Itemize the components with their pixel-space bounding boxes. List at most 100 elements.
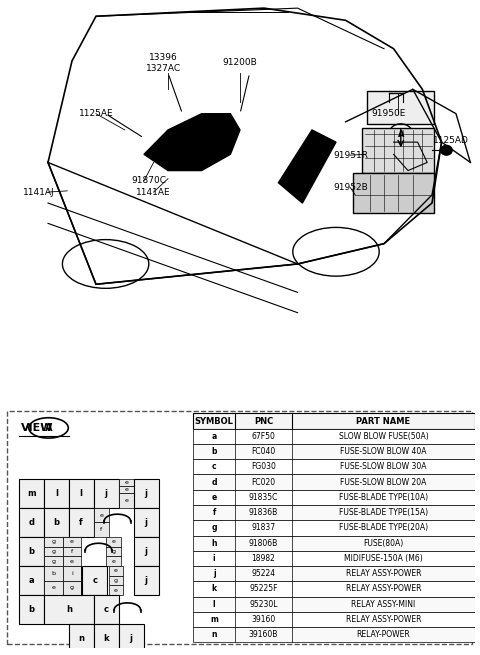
FancyBboxPatch shape bbox=[69, 479, 94, 508]
FancyBboxPatch shape bbox=[108, 586, 123, 595]
Text: 91835C: 91835C bbox=[249, 493, 278, 502]
FancyBboxPatch shape bbox=[44, 556, 62, 566]
Text: d: d bbox=[211, 477, 217, 487]
FancyBboxPatch shape bbox=[108, 576, 123, 586]
Text: 91952B: 91952B bbox=[333, 183, 368, 192]
Text: RELAY ASSY-POWER: RELAY ASSY-POWER bbox=[346, 569, 421, 578]
Text: k: k bbox=[212, 584, 216, 593]
Text: a: a bbox=[29, 576, 34, 585]
Text: e: e bbox=[114, 588, 118, 593]
FancyBboxPatch shape bbox=[19, 508, 44, 537]
Text: RELAY-POWER: RELAY-POWER bbox=[357, 630, 410, 639]
FancyBboxPatch shape bbox=[94, 624, 119, 653]
Text: g: g bbox=[51, 539, 55, 544]
Text: 39160: 39160 bbox=[252, 615, 276, 624]
FancyBboxPatch shape bbox=[193, 413, 475, 428]
Text: g: g bbox=[211, 523, 217, 533]
Text: MIDIFUSE-150A (M6): MIDIFUSE-150A (M6) bbox=[344, 554, 423, 563]
Text: 1141AE: 1141AE bbox=[136, 187, 171, 196]
Text: FUSE(80A): FUSE(80A) bbox=[363, 538, 404, 548]
Text: e: e bbox=[99, 513, 103, 517]
FancyBboxPatch shape bbox=[119, 493, 133, 508]
Text: j: j bbox=[144, 547, 147, 556]
Text: g: g bbox=[70, 586, 74, 590]
FancyBboxPatch shape bbox=[193, 520, 475, 536]
Text: 91837: 91837 bbox=[252, 523, 276, 533]
Text: FC020: FC020 bbox=[252, 477, 276, 487]
Text: RELAY ASSY-POWER: RELAY ASSY-POWER bbox=[346, 584, 421, 593]
Text: 67F50: 67F50 bbox=[252, 432, 276, 441]
Text: 1125AE: 1125AE bbox=[79, 109, 113, 118]
Text: FUSE-BLADE TYPE(20A): FUSE-BLADE TYPE(20A) bbox=[339, 523, 428, 533]
FancyBboxPatch shape bbox=[44, 580, 62, 595]
Polygon shape bbox=[278, 130, 336, 203]
FancyBboxPatch shape bbox=[193, 459, 475, 474]
FancyBboxPatch shape bbox=[133, 537, 158, 566]
FancyBboxPatch shape bbox=[44, 508, 69, 537]
FancyBboxPatch shape bbox=[106, 556, 121, 566]
Text: RELAY ASSY-POWER: RELAY ASSY-POWER bbox=[346, 615, 421, 624]
FancyBboxPatch shape bbox=[193, 582, 475, 597]
FancyBboxPatch shape bbox=[108, 566, 123, 576]
Text: i: i bbox=[71, 571, 73, 576]
Text: PART NAME: PART NAME bbox=[357, 417, 410, 426]
FancyBboxPatch shape bbox=[119, 479, 133, 486]
Text: l: l bbox=[80, 489, 83, 498]
FancyBboxPatch shape bbox=[133, 508, 158, 537]
FancyBboxPatch shape bbox=[362, 128, 434, 172]
Text: f: f bbox=[213, 508, 216, 517]
Text: e: e bbox=[112, 559, 116, 564]
FancyBboxPatch shape bbox=[367, 92, 434, 124]
FancyBboxPatch shape bbox=[19, 595, 44, 624]
Text: e: e bbox=[124, 480, 128, 485]
FancyBboxPatch shape bbox=[133, 479, 158, 508]
FancyBboxPatch shape bbox=[62, 556, 81, 566]
FancyBboxPatch shape bbox=[193, 474, 475, 490]
FancyBboxPatch shape bbox=[119, 486, 133, 493]
FancyBboxPatch shape bbox=[94, 523, 108, 537]
Text: g: g bbox=[51, 559, 55, 564]
Text: j: j bbox=[105, 489, 108, 498]
FancyBboxPatch shape bbox=[62, 580, 81, 595]
FancyBboxPatch shape bbox=[69, 508, 94, 537]
Text: 91200B: 91200B bbox=[223, 58, 257, 67]
FancyBboxPatch shape bbox=[44, 547, 62, 556]
Text: j: j bbox=[144, 489, 147, 498]
Text: 18982: 18982 bbox=[252, 554, 276, 563]
Text: SLOW BLOW FUSE(50A): SLOW BLOW FUSE(50A) bbox=[338, 432, 428, 441]
FancyBboxPatch shape bbox=[69, 624, 94, 653]
Text: 95230L: 95230L bbox=[249, 600, 278, 608]
Text: PNC: PNC bbox=[254, 417, 273, 426]
Text: j: j bbox=[144, 576, 147, 585]
Text: 39160B: 39160B bbox=[249, 630, 278, 639]
Text: c: c bbox=[104, 605, 108, 614]
Text: n: n bbox=[211, 630, 217, 639]
FancyBboxPatch shape bbox=[44, 479, 69, 508]
Text: 91806B: 91806B bbox=[249, 538, 278, 548]
Text: k: k bbox=[103, 634, 109, 643]
Text: c: c bbox=[212, 462, 216, 472]
FancyBboxPatch shape bbox=[193, 566, 475, 582]
Text: g: g bbox=[114, 578, 118, 583]
Text: h: h bbox=[66, 605, 72, 614]
FancyBboxPatch shape bbox=[193, 612, 475, 627]
Text: b: b bbox=[28, 605, 35, 614]
FancyBboxPatch shape bbox=[83, 566, 108, 595]
Text: f: f bbox=[79, 518, 83, 527]
Text: f: f bbox=[100, 527, 102, 533]
Text: 95225F: 95225F bbox=[249, 584, 278, 593]
Text: l: l bbox=[55, 489, 58, 498]
Text: FC040: FC040 bbox=[252, 447, 276, 456]
FancyBboxPatch shape bbox=[62, 547, 81, 556]
FancyBboxPatch shape bbox=[106, 537, 121, 547]
Text: b: b bbox=[51, 571, 55, 576]
Text: g: g bbox=[51, 549, 55, 554]
FancyBboxPatch shape bbox=[44, 566, 62, 580]
Text: e: e bbox=[112, 539, 116, 544]
FancyBboxPatch shape bbox=[119, 624, 144, 653]
Text: FUSE-BLADE TYPE(10A): FUSE-BLADE TYPE(10A) bbox=[339, 493, 428, 502]
Text: a: a bbox=[212, 432, 217, 441]
Text: h: h bbox=[211, 538, 217, 548]
FancyBboxPatch shape bbox=[94, 508, 108, 523]
Text: m: m bbox=[210, 615, 218, 624]
